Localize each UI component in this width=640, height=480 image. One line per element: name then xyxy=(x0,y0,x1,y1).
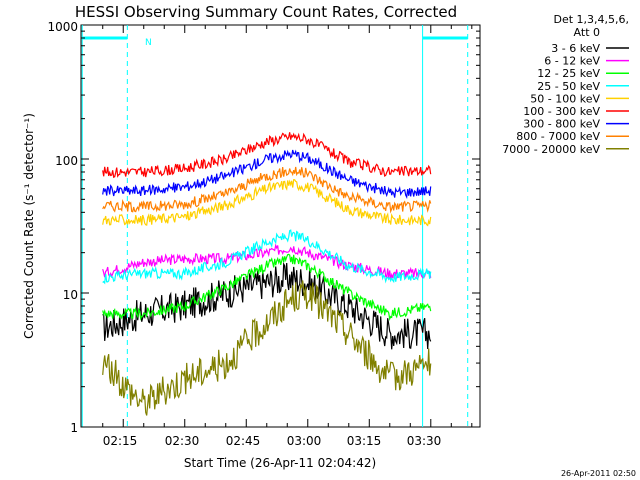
series-line xyxy=(102,166,432,214)
x-tick-0315: 03:15 xyxy=(347,434,382,448)
legend-label: 12 - 25 keV xyxy=(537,67,600,80)
series-line xyxy=(102,253,432,322)
date-stamp: 26-Apr-2011 02:50 xyxy=(561,469,636,478)
legend-label: 800 - 7000 keV xyxy=(516,130,600,143)
legend-label: 300 - 800 keV xyxy=(523,118,600,131)
legend-header-2: Att 0 xyxy=(574,26,600,39)
x-tick-0215: 02:15 xyxy=(103,434,138,448)
series-line xyxy=(102,179,432,227)
x-axis-label: Start Time (26-Apr-11 02:04:42) xyxy=(184,456,376,470)
legend-label: 6 - 12 keV xyxy=(544,55,600,68)
y-tick-100: 100 xyxy=(55,154,78,168)
legend-label: 50 - 100 keV xyxy=(530,92,600,105)
series-line xyxy=(102,132,432,179)
series-layer xyxy=(102,132,432,416)
y-axis-label: Corrected Count Rate (s⁻¹ detector⁻¹) xyxy=(22,113,36,339)
annotation-n: N xyxy=(145,38,152,48)
tick-layer xyxy=(81,25,480,428)
series-line xyxy=(102,149,432,200)
series-line xyxy=(102,229,432,285)
series-line xyxy=(102,280,432,416)
x-tick-0300: 03:00 xyxy=(287,434,322,448)
x-tick-0245: 02:45 xyxy=(226,434,261,448)
y-tick-10: 10 xyxy=(63,288,78,302)
series-line xyxy=(102,261,432,350)
chart-title: HESSI Observing Summary Count Rates, Cor… xyxy=(75,3,457,21)
y-tick-1: 1 xyxy=(70,421,78,435)
legend-label: 100 - 300 keV xyxy=(523,105,600,118)
legend-header-1: Det 1,3,4,5,6, xyxy=(553,13,629,26)
legend-label: 7000 - 20000 keV xyxy=(502,143,600,156)
y-tick-1000: 1000 xyxy=(47,20,78,34)
x-tick-0230: 02:30 xyxy=(165,434,200,448)
x-tick-0330: 03:30 xyxy=(407,434,442,448)
legend-label: 3 - 6 keV xyxy=(551,42,600,55)
plot-area xyxy=(80,24,481,428)
legend-label: 25 - 50 keV xyxy=(537,80,600,93)
overlay-layer xyxy=(81,25,469,427)
